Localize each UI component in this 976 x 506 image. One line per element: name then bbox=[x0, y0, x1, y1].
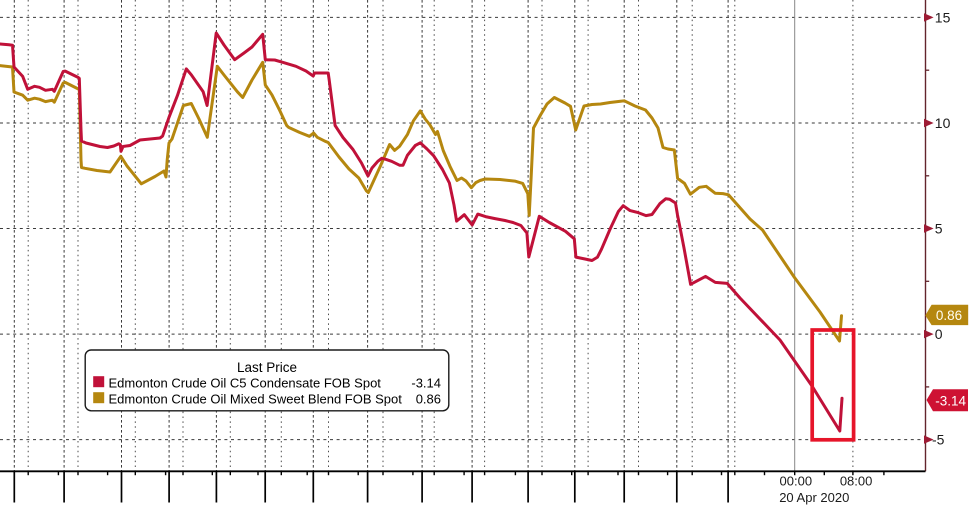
svg-text:08:00: 08:00 bbox=[840, 474, 873, 489]
svg-text:0: 0 bbox=[935, 326, 943, 342]
svg-text:Edmonton Crude Oil C5 Condensa: Edmonton Crude Oil C5 Condensate FOB Spo… bbox=[109, 376, 382, 391]
svg-text:-5: -5 bbox=[932, 432, 945, 448]
svg-text:20 Apr 2020: 20 Apr 2020 bbox=[779, 490, 849, 505]
svg-text:0.86: 0.86 bbox=[416, 392, 441, 407]
svg-text:00:00: 00:00 bbox=[780, 474, 813, 489]
svg-text:-3.14: -3.14 bbox=[935, 394, 966, 409]
svg-text:0.86: 0.86 bbox=[936, 308, 962, 323]
svg-text:Last Price: Last Price bbox=[237, 360, 297, 375]
svg-text:10: 10 bbox=[935, 115, 951, 131]
svg-text:15: 15 bbox=[935, 10, 951, 26]
svg-text:5: 5 bbox=[935, 221, 943, 237]
svg-text:Edmonton Crude Oil Mixed Sweet: Edmonton Crude Oil Mixed Sweet Blend FOB… bbox=[109, 392, 403, 407]
svg-text:-3.14: -3.14 bbox=[411, 376, 441, 391]
